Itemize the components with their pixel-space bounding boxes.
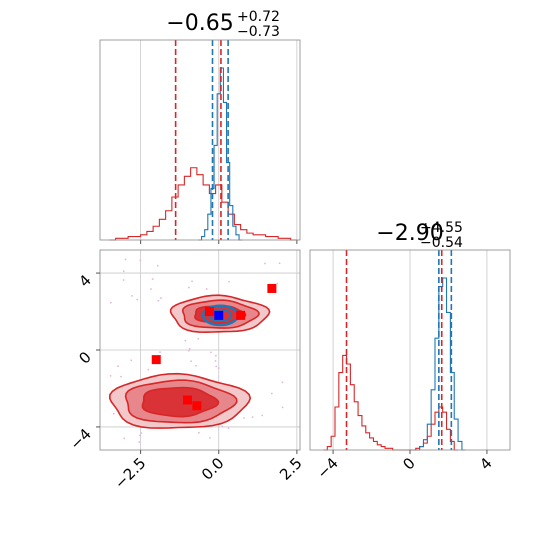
background-sample [122,279,125,281]
background-sample [197,337,200,340]
background-sample [228,280,230,283]
background-sample [122,270,125,273]
background-sample [264,262,266,265]
background-sample [190,360,192,363]
background-sample [215,365,218,368]
p3-title-sub: −0.54 [420,235,463,251]
p3-title-base: −2.90 [376,221,443,246]
red-marker [151,355,161,365]
background-sample [261,414,264,417]
p2-markers [151,283,277,411]
x-tick-label: 2.5 [276,454,306,484]
red-marker [267,283,277,293]
x-tick-label: −4 [314,454,342,482]
p2-contours [108,294,271,429]
background-sample [243,417,245,419]
marginal-histogram-param1: −0.65 +0.72 −0.73 [99,9,301,244]
background-sample [188,286,190,289]
background-sample [124,258,127,261]
background-sample [281,406,284,409]
red-marker [183,395,192,405]
background-sample [217,367,220,370]
background-sample [110,301,112,304]
p1-grid [140,40,298,244]
blue-marker [214,310,224,320]
x-tick-label: 4 [476,454,495,473]
background-sample [123,437,126,440]
y-tick-label: 0 [75,348,94,367]
background-sample [136,298,139,301]
background-sample [120,375,122,378]
background-sample [270,392,273,395]
red-marker [204,307,214,317]
background-sample [221,425,224,428]
p3-title-sup: +4.55 [420,220,463,236]
p3-title: −2.90 [376,221,443,246]
background-sample [198,431,200,434]
background-sample [205,288,208,290]
p2-y-ticks: −4 0 4 [66,271,100,453]
background-sample [151,278,154,280]
red-marker [236,310,246,320]
background-sample [147,368,150,371]
x-tick-label: 0 [399,454,418,473]
p1-histograms [109,67,297,241]
background-sample [214,354,217,357]
p3-quantile-lines [345,250,453,450]
p3-histograms [323,277,466,451]
p2-x-ticks: −2.5 0.0 2.5 [111,450,306,493]
histogram-step [415,277,466,451]
background-sample [276,282,279,285]
histogram-step [323,354,459,451]
p3-x-ticks: −4 0 4 [314,450,496,482]
background-sample [188,347,191,350]
background-sample [131,294,133,297]
y-tick-label: −4 [66,425,94,453]
background-sample [138,441,141,444]
background-sample [187,349,190,352]
background-sample [139,434,141,437]
background-sample [160,297,162,299]
background-sample [156,264,159,267]
background-sample [184,339,187,342]
p1-title: −0.65 [166,11,233,36]
background-sample [159,351,161,354]
background-sample [195,364,197,367]
p1-title-base: −0.65 [166,11,233,36]
p1-quantile-lines [174,40,229,240]
background-sample [191,280,193,283]
marginal-histogram-param2: −4 0 4 −2.90 +4.55 −0.54 [309,220,511,482]
background-sample [112,412,115,415]
background-sample [208,436,211,439]
y-tick-label: 4 [75,271,94,290]
background-sample [139,259,142,262]
background-sample [281,381,284,384]
red-marker [192,401,202,411]
p1-title-sup: +0.72 [237,9,280,25]
background-sample [251,416,254,418]
background-sample [130,359,133,362]
x-tick-label: −2.5 [111,454,149,492]
background-sample [210,351,212,354]
background-sample [214,359,217,362]
background-sample [278,262,281,265]
p1-frame [99,39,301,241]
background-sample [117,365,119,368]
background-sample [227,427,230,430]
histogram-step [109,167,297,241]
joint-contour-panel: −2.5 0.0 2.5 −4 0 4 [66,249,306,493]
p3-grid [332,250,488,450]
x-tick-label: 0.0 [198,454,228,484]
p1-title-sub: −0.73 [237,24,280,40]
background-sample [109,374,112,377]
background-sample [150,288,152,290]
background-sample [140,432,143,434]
background-sample [157,299,160,302]
